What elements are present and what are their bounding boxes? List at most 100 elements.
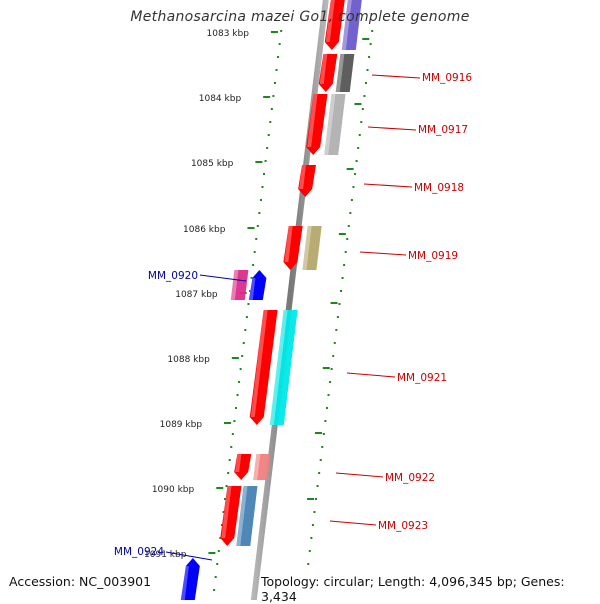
guide-dot — [269, 121, 272, 123]
gene-arrow-highlight — [284, 226, 293, 262]
guide-dot — [216, 563, 219, 565]
ruler-tick-label: 1084 kbp — [199, 94, 242, 104]
guide-dot — [315, 498, 318, 500]
gene-label[interactable]: MM_0921 — [397, 372, 447, 384]
guide-dot — [360, 121, 363, 123]
guide-dot — [249, 290, 251, 292]
gene-MM_0920[interactable] — [230, 270, 267, 300]
protein-bar-highlight — [335, 54, 345, 92]
guide-dot — [349, 212, 352, 214]
gene-label-leader — [335, 472, 384, 478]
forward-gene-arrow[interactable] — [220, 486, 242, 546]
forward-gene-arrow[interactable] — [249, 310, 278, 425]
gene-MM_0923[interactable] — [220, 486, 258, 546]
protein-bar-highlight — [253, 454, 261, 480]
guide-dot — [236, 394, 239, 396]
gene-label[interactable]: MM_0924 — [114, 546, 164, 558]
forward-gene-arrow[interactable] — [283, 226, 303, 270]
gene-label[interactable]: MM_0923 — [378, 520, 428, 532]
guide-dot — [321, 446, 324, 448]
guide-dot — [280, 30, 283, 32]
gene-label[interactable]: MM_0917 — [418, 124, 468, 136]
forward-gene-arrow[interactable] — [324, 0, 345, 50]
ruler-tick-right — [307, 498, 315, 500]
guide-dot — [255, 238, 258, 240]
gene-MM_0922[interactable] — [234, 454, 271, 480]
guide-dot — [238, 381, 241, 383]
guide-dot — [213, 589, 216, 591]
gene-arrow-highlight — [235, 454, 242, 472]
guide-dot — [227, 472, 230, 474]
gene-arrow-highlight — [250, 310, 268, 417]
guide-dot — [332, 355, 335, 357]
guide-dot — [357, 147, 360, 149]
guide-dot — [324, 420, 327, 422]
gene-label[interactable]: MM_0919 — [408, 250, 458, 262]
gene-arrow-highlight — [221, 486, 232, 538]
ruler-tick-right — [330, 302, 338, 304]
gene-MM_0916[interactable] — [318, 54, 355, 92]
gene-MM_0921[interactable] — [249, 310, 298, 425]
guide-dot — [355, 160, 358, 162]
gene-arrow-highlight — [307, 94, 318, 147]
guide-dot — [278, 43, 281, 45]
guide-dot — [369, 43, 372, 45]
ruler-tick-label: 1091 kbp — [144, 550, 187, 560]
guide-dot — [256, 225, 259, 227]
guide-dot — [224, 498, 227, 500]
ruler-tick — [263, 96, 271, 98]
protein-bar[interactable] — [341, 0, 362, 50]
guide-dot — [330, 368, 333, 370]
guide-dot — [233, 420, 236, 422]
guide-dot — [214, 576, 217, 578]
gene-label-leader — [359, 251, 407, 256]
guide-dot — [264, 160, 267, 162]
reverse-gene-arrow[interactable] — [180, 558, 200, 600]
protein-bar[interactable] — [302, 226, 322, 270]
ruler-tick — [208, 552, 216, 554]
gene-label[interactable]: MM_0918 — [414, 182, 464, 194]
guide-dot — [316, 485, 319, 487]
ruler-tick-label: 1090 kbp — [152, 485, 195, 495]
forward-gene-arrow[interactable] — [318, 54, 338, 92]
protein-bar[interactable] — [236, 486, 258, 546]
ruler-tick-label: 1089 kbp — [160, 420, 203, 430]
protein-bar[interactable] — [269, 310, 298, 425]
guide-dot — [333, 342, 336, 344]
guide-dot — [346, 238, 349, 240]
guide-dot — [245, 316, 248, 318]
gene-label-leader — [329, 520, 377, 526]
guide-dot — [277, 56, 280, 58]
forward-gene-arrow[interactable] — [306, 94, 328, 155]
gene-label[interactable]: MM_0916 — [422, 72, 472, 84]
guide-dot — [327, 394, 330, 396]
gene-label[interactable]: MM_0920 — [148, 270, 198, 282]
gene-top[interactable] — [324, 0, 362, 50]
forward-gene-arrow[interactable] — [234, 454, 252, 480]
guide-dot — [220, 524, 223, 526]
protein-bar[interactable] — [253, 454, 271, 480]
protein-bar[interactable] — [335, 54, 355, 92]
guide-dot — [217, 550, 220, 552]
gene-MM_0918[interactable] — [298, 165, 316, 197]
guide-dot — [261, 186, 264, 188]
gene-label-leader — [363, 183, 413, 188]
gene-MM_0924[interactable] — [180, 558, 200, 600]
gene-label[interactable]: MM_0922 — [385, 472, 435, 484]
protein-bar-highlight — [269, 310, 288, 425]
forward-gene-arrow[interactable] — [298, 165, 316, 197]
guide-dot — [230, 446, 233, 448]
gene-MM_0917[interactable] — [306, 94, 346, 155]
protein-bar[interactable] — [230, 270, 249, 300]
guide-dot — [363, 95, 366, 97]
gene-MM_0919[interactable] — [283, 226, 322, 270]
reverse-gene-arrow[interactable] — [248, 270, 267, 300]
protein-bar-highlight — [341, 0, 352, 50]
gene-arrow-highlight — [180, 566, 189, 600]
guide-dot — [358, 134, 361, 136]
guide-dot — [336, 316, 339, 318]
ruler-tick-label: 1085 kbp — [191, 159, 234, 169]
protein-bar[interactable] — [324, 94, 346, 155]
